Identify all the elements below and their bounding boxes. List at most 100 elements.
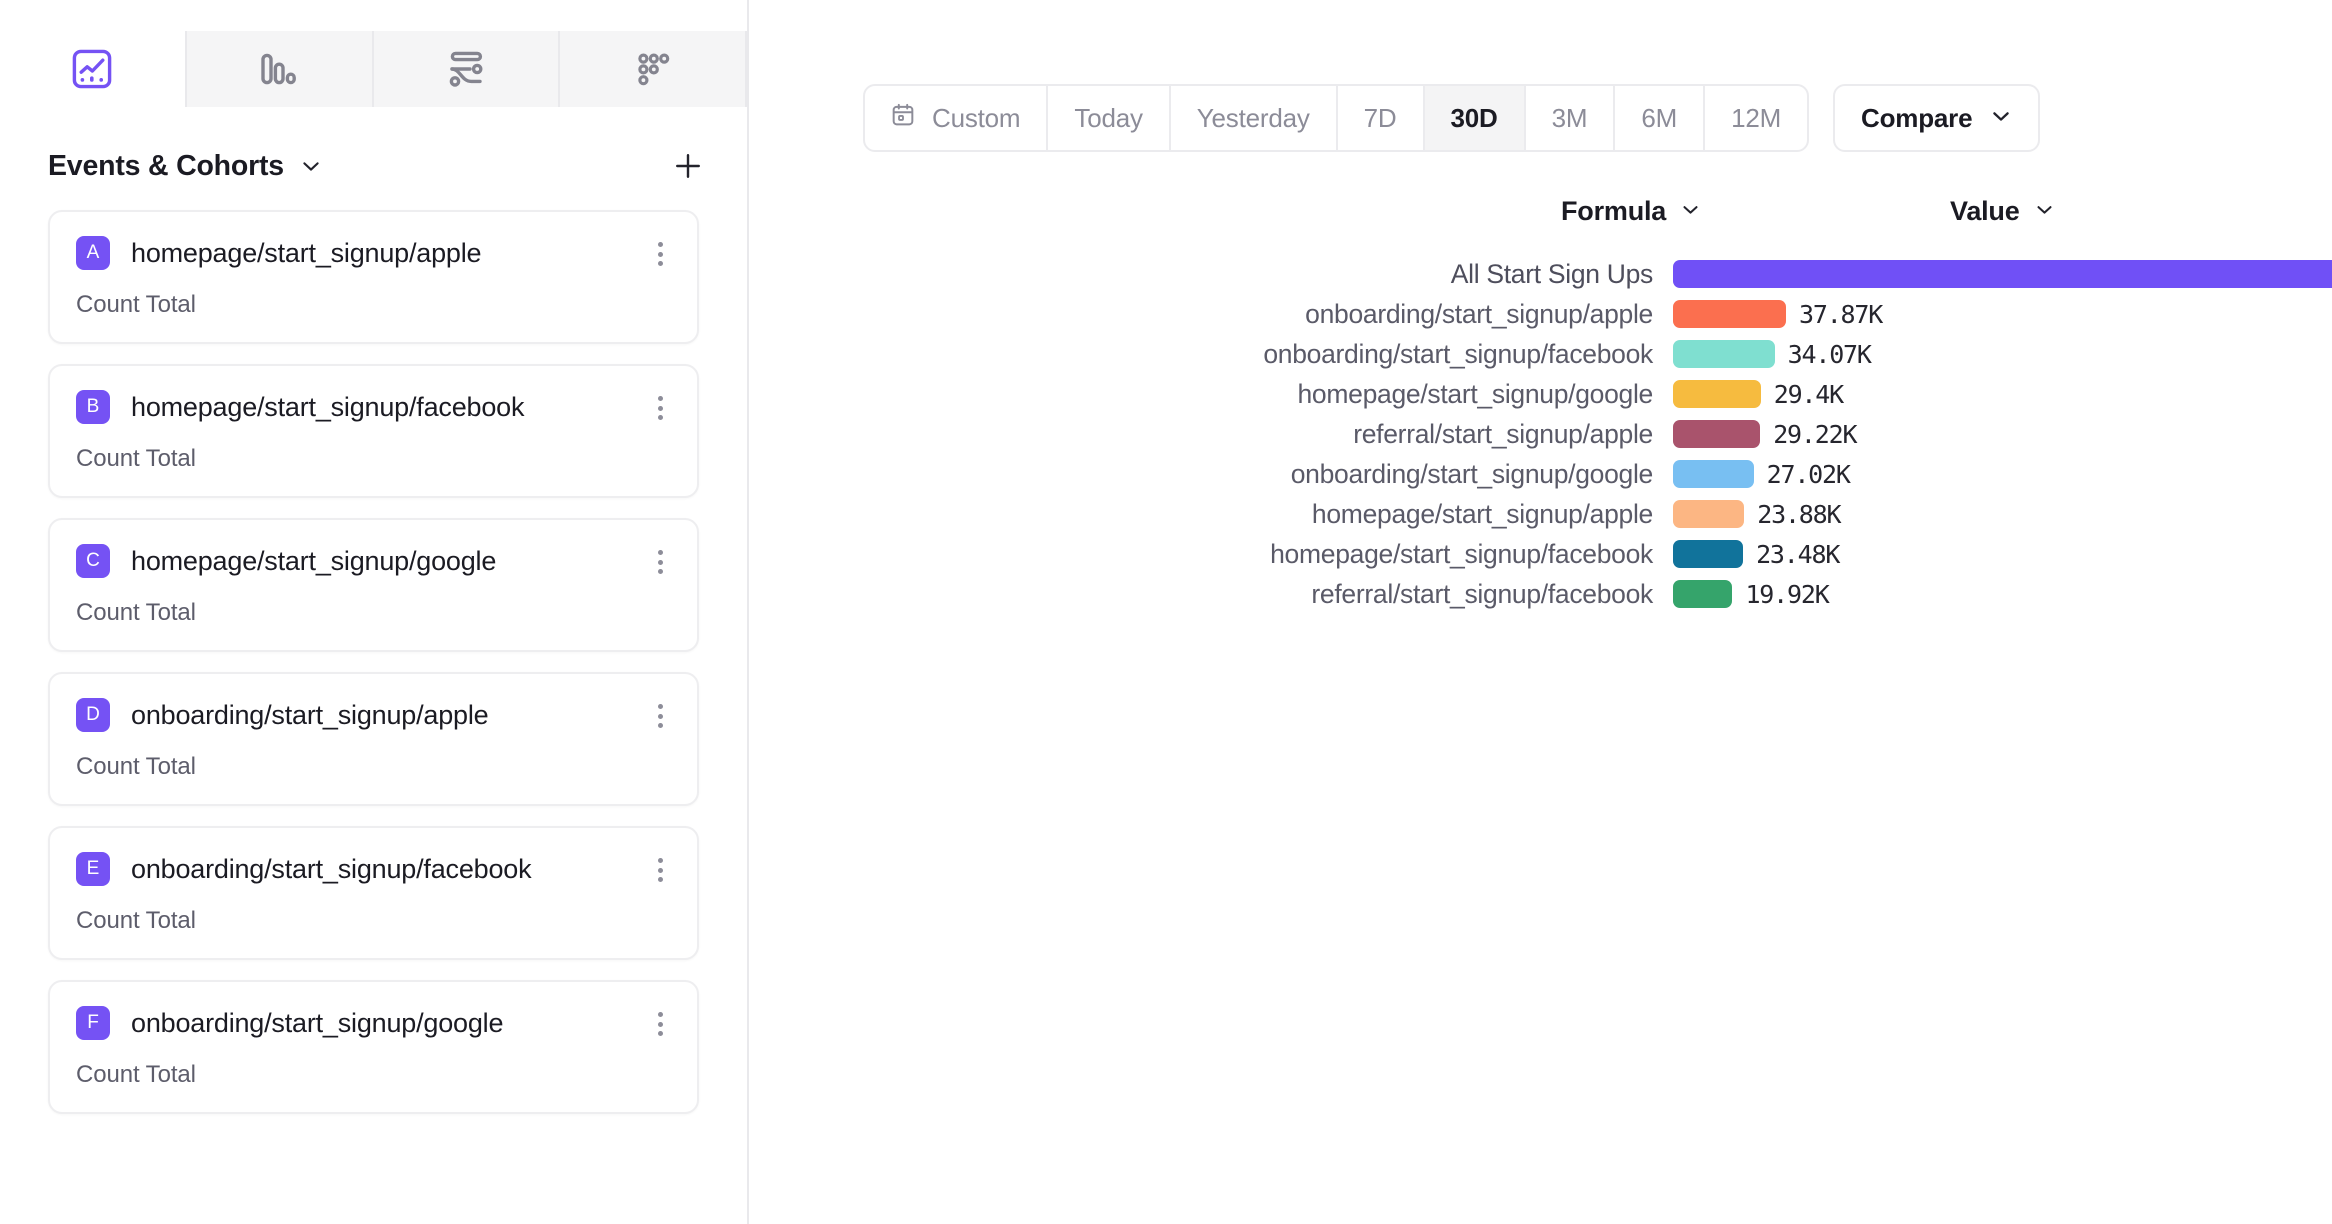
- bar-row-bar-area: 19.92K: [1673, 579, 1830, 609]
- page-title: Events & Cohorts: [48, 149, 284, 182]
- list-item[interactable]: A homepage/start_signup/apple Count Tota…: [48, 210, 699, 344]
- bar-chart-row[interactable]: homepage/start_signup/google 29.4K: [863, 374, 2332, 414]
- cohorts-tab[interactable]: [560, 31, 747, 107]
- compare-button[interactable]: Compare: [1833, 84, 2041, 152]
- bar[interactable]: [1673, 580, 1733, 608]
- bar-chart-row[interactable]: All Start Sign Ups 261.4K: [863, 254, 2332, 294]
- more-options-icon[interactable]: [647, 854, 673, 886]
- range-yesterday[interactable]: Yesterday: [1171, 86, 1338, 150]
- bar[interactable]: [1673, 460, 1754, 488]
- chart-column-headers: Formula Value: [863, 196, 2332, 238]
- event-label: homepage/start_signup/google: [131, 545, 497, 576]
- event-metric: Count Total: [76, 445, 196, 472]
- column-header-value[interactable]: Value: [1950, 196, 2055, 227]
- event-badge: F: [76, 1006, 110, 1040]
- event-label: homepage/start_signup/facebook: [131, 391, 525, 422]
- range-6m[interactable]: 6M: [1615, 86, 1706, 150]
- chevron-down-icon: [2034, 196, 2055, 227]
- range-label: Custom: [932, 102, 1021, 133]
- range-label: 3M: [1551, 102, 1588, 133]
- event-metric: Count Total: [76, 599, 196, 626]
- bar-chart-row[interactable]: onboarding/start_signup/google 27.02K: [863, 454, 2332, 494]
- main-content: Custom Today Yesterday 7D 30D 3M: [749, 0, 2332, 1224]
- bar-row-bar-area: 29.22K: [1673, 420, 1857, 449]
- range-label: 6M: [1641, 102, 1678, 133]
- insights-tab[interactable]: [0, 31, 187, 107]
- column-label: Value: [1950, 196, 2020, 226]
- bar-value-label: 34.07K: [1787, 339, 1872, 369]
- date-range-segmented-control: Custom Today Yesterday 7D 30D 3M: [863, 84, 1810, 152]
- bar[interactable]: [1673, 260, 2332, 288]
- bar[interactable]: [1673, 300, 1786, 328]
- range-label: 7D: [1363, 102, 1397, 133]
- list-item[interactable]: D onboarding/start_signup/apple Count To…: [48, 672, 699, 806]
- range-12m[interactable]: 12M: [1705, 86, 1807, 150]
- bar-row-bar-area: 29.4K: [1673, 379, 1844, 409]
- event-badge: E: [76, 852, 110, 886]
- more-options-icon[interactable]: [647, 546, 673, 578]
- list-item[interactable]: C homepage/start_signup/google Count Tot…: [48, 518, 699, 652]
- range-30d[interactable]: 30D: [1424, 86, 1526, 150]
- event-label: homepage/start_signup/apple: [131, 237, 482, 268]
- bar[interactable]: [1673, 540, 1744, 568]
- bar-row-label: onboarding/start_signup/facebook: [1263, 338, 1653, 369]
- range-label: Today: [1074, 102, 1143, 133]
- bar-chart-row[interactable]: homepage/start_signup/apple 23.88K: [863, 494, 2332, 534]
- column-header-formula[interactable]: Formula: [1561, 196, 1701, 227]
- chevron-down-icon[interactable]: [300, 155, 322, 177]
- range-custom[interactable]: Custom: [865, 86, 1049, 150]
- view-type-tabs: [0, 0, 747, 107]
- bar-value-label: 23.88K: [1757, 499, 1841, 529]
- more-options-icon[interactable]: [647, 392, 673, 424]
- events-cohorts-header: Events & Cohorts: [0, 134, 747, 198]
- range-today[interactable]: Today: [1048, 86, 1171, 150]
- bar-row-bar-area: 23.48K: [1673, 540, 1840, 569]
- funnels-tab[interactable]: [186, 31, 374, 107]
- list-item[interactable]: E onboarding/start_signup/facebook Count…: [48, 826, 699, 960]
- bar-row-label: homepage/start_signup/google: [1297, 378, 1653, 409]
- event-badge: D: [76, 698, 110, 732]
- flows-tab[interactable]: [373, 31, 561, 107]
- bar-value-label: 19.92K: [1745, 579, 1829, 609]
- more-options-icon[interactable]: [647, 238, 673, 270]
- event-label: onboarding/start_signup/facebook: [131, 853, 532, 884]
- bar-value-label: 37.87K: [1799, 299, 1883, 329]
- bar-row-bar-area: 37.87K: [1673, 299, 1883, 329]
- add-event-button[interactable]: [671, 149, 705, 183]
- bar-chart-rows: All Start Sign Ups 261.4K onboarding/start…: [863, 254, 2332, 614]
- bar-row-label: referral/start_signup/apple: [1353, 418, 1653, 449]
- bar[interactable]: [1673, 500, 1745, 528]
- bar-chart-icon: [255, 45, 303, 93]
- bar[interactable]: [1673, 380, 1761, 408]
- chevron-down-icon: [1680, 196, 1701, 227]
- bar-chart-row[interactable]: onboarding/start_signup/facebook 34.07K: [863, 334, 2332, 374]
- event-card-list: A homepage/start_signup/apple Count Tota…: [0, 210, 747, 1114]
- bar-row-label: homepage/start_signup/apple: [1311, 498, 1653, 529]
- bar[interactable]: [1673, 420, 1761, 448]
- event-metric: Count Total: [76, 753, 196, 780]
- bar-chart-row[interactable]: homepage/start_signup/facebook 23.48K: [863, 534, 2332, 574]
- bar-chart-row[interactable]: referral/start_signup/facebook 19.92K: [863, 574, 2332, 614]
- bar-chart-row[interactable]: referral/start_signup/apple 29.22K: [863, 414, 2332, 454]
- bar[interactable]: [1673, 340, 1775, 368]
- list-item[interactable]: F onboarding/start_signup/google Count T…: [48, 980, 699, 1114]
- dots-grid-icon: [629, 45, 677, 93]
- range-label: Yesterday: [1196, 102, 1310, 133]
- plus-icon: [676, 154, 700, 178]
- bar-value-label: 29.4K: [1773, 379, 1844, 409]
- event-metric: Count Total: [76, 291, 196, 318]
- list-item[interactable]: B homepage/start_signup/facebook Count T…: [48, 364, 699, 498]
- more-options-icon[interactable]: [647, 700, 673, 732]
- calendar-icon: [889, 101, 917, 136]
- bar-row-bar-area: 23.88K: [1673, 499, 1842, 529]
- range-label: 30D: [1450, 102, 1498, 133]
- range-7d[interactable]: 7D: [1338, 86, 1425, 150]
- event-badge: B: [76, 390, 110, 424]
- bar-chart-row[interactable]: onboarding/start_signup/apple 37.87K: [863, 294, 2332, 334]
- range-3m[interactable]: 3M: [1526, 86, 1616, 150]
- more-options-icon[interactable]: [647, 1008, 673, 1040]
- column-label: Formula: [1561, 196, 1667, 226]
- event-label: onboarding/start_signup/google: [131, 1007, 504, 1038]
- event-badge: A: [76, 236, 110, 270]
